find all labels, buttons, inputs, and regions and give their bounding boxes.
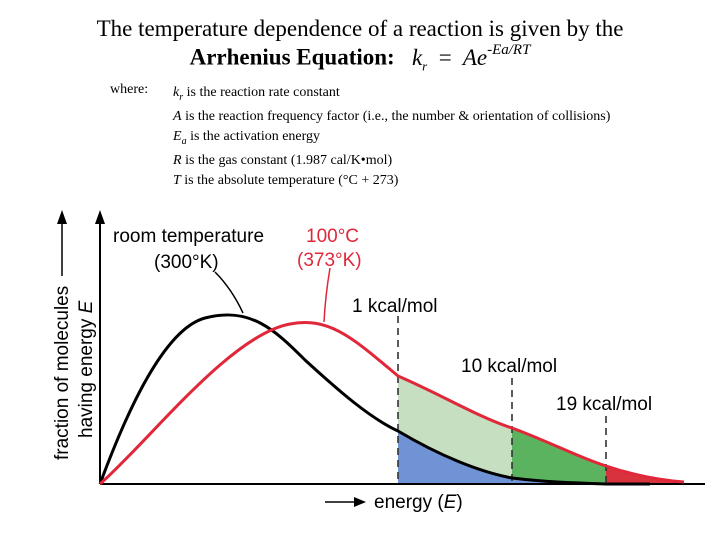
threshold-label-1: 1 kcal/mol: [352, 296, 438, 317]
y-axis-label-arrow-icon: [57, 210, 67, 224]
definition-ea: Ea is the activation energy: [173, 127, 610, 151]
eq-equals: =: [438, 44, 452, 70]
x-axis-arrow-icon: [354, 497, 366, 507]
equation-label: Arrhenius Equation:: [189, 44, 395, 70]
eq-k: k: [411, 44, 423, 70]
definition-a: A is the reaction frequency factor (i.e.…: [173, 107, 610, 127]
def-symbol: A: [173, 109, 182, 125]
y-axis-arrow-icon: [95, 210, 105, 224]
def-symbol: E: [173, 128, 182, 144]
def-text: is the reaction rate constant: [183, 85, 340, 100]
hot-label-line-2: (373°K): [297, 250, 362, 271]
def-text: is the gas constant (1.987 cal/K•mol): [181, 153, 393, 169]
definition-r: R is the gas constant (1.987 cal/K•mol): [173, 151, 610, 171]
heading-line-2: Arrhenius Equation: kr = Ae-Ea/RT: [0, 42, 720, 74]
room-temp-label-line-2: (300°K): [154, 252, 219, 273]
x-axis-label-text: energy (: [374, 492, 444, 513]
x-axis-label-close: ): [456, 492, 462, 513]
def-text: is the activation energy: [186, 128, 321, 144]
def-symbol: T: [173, 172, 181, 188]
threshold-label-19: 19 kcal/mol: [556, 394, 652, 415]
def-text: is the absolute temperature (°C + 273): [180, 172, 399, 188]
heading-line-1: The temperature dependence of a reaction…: [96, 16, 624, 41]
def-symbol: R: [173, 153, 182, 169]
room-temp-leader-line: [214, 271, 244, 314]
fill-region-green: [512, 428, 606, 484]
x-axis-label: energy (E): [374, 492, 463, 513]
y-axis-label-line-2: having energy E: [76, 300, 97, 438]
definition-kr: kr is the reaction rate constant: [173, 83, 610, 107]
def-sub: r: [179, 91, 184, 103]
def-symbol: k: [173, 85, 180, 100]
hot-temperature-curve: [99, 321, 685, 486]
y-axis-label-text: having energy: [76, 313, 97, 438]
definition-t: T is the absolute temperature (°C + 273): [173, 171, 610, 191]
x-axis-label-var: E: [444, 492, 457, 513]
room-temperature-curve: [98, 313, 650, 486]
def-sub: a: [181, 135, 187, 147]
def-text: is the reaction frequency factor (i.e., …: [181, 109, 611, 125]
definitions-list: kr is the reaction rate constant A is th…: [173, 83, 610, 190]
y-axis-label-line-1: fraction of molecules: [52, 286, 73, 460]
eq-k-sub: r: [422, 58, 428, 74]
y-axis-label-var: E: [76, 300, 97, 313]
eq-exponent: -Ea/RT: [487, 42, 531, 58]
eq-ae: Ae: [462, 44, 488, 70]
fill-region-red: [606, 466, 684, 484]
threshold-label-10: 10 kcal/mol: [461, 356, 557, 377]
hot-label-line-1: 100°C: [306, 226, 359, 247]
arrhenius-equation: kr = Ae-Ea/RT: [400, 42, 531, 74]
where-label: where:: [110, 82, 149, 97]
fill-region-blue: [398, 431, 606, 484]
room-temp-label-line-1: room temperature: [113, 226, 264, 247]
hot-temp-leader-line: [323, 267, 331, 323]
